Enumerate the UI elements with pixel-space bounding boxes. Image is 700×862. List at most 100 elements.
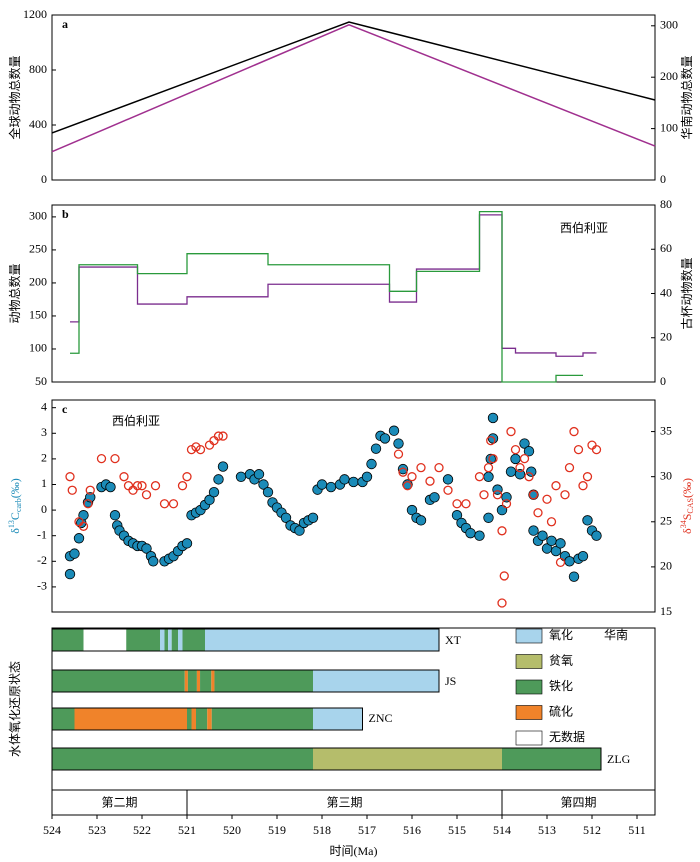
redox-segment [74, 708, 187, 730]
point [148, 556, 159, 567]
redox-segment [502, 748, 601, 770]
step-line [70, 214, 597, 357]
y-axis-title: δ13Ccarb(‰) [7, 478, 23, 533]
point [483, 471, 494, 483]
legend-swatch [515, 679, 543, 695]
stage-label: 第二期 [101, 795, 137, 809]
point [379, 433, 391, 444]
y-tick-label: 400 [29, 117, 47, 131]
y2-tick-label: 35 [660, 423, 672, 437]
point [505, 466, 517, 477]
redox-segment [182, 629, 205, 651]
y-tick-label: 100 [29, 341, 47, 355]
point [137, 481, 147, 491]
y2-tick-label: 25 [660, 514, 672, 528]
y2-axis-title-part: (‰) [680, 478, 694, 498]
line [51, 23, 656, 153]
y-tick-label: 150 [29, 308, 47, 322]
point [402, 481, 413, 491]
point [406, 504, 418, 516]
y-axis-title-part: carb [14, 498, 23, 512]
point [307, 512, 319, 523]
point [526, 466, 537, 477]
point [398, 467, 408, 477]
y-tick-label: 50 [35, 374, 47, 388]
point [501, 499, 512, 509]
point [555, 557, 566, 568]
legend-label: 氧化 [549, 628, 573, 642]
x-tick-label: 511 [628, 823, 646, 837]
redox-segment [52, 708, 75, 730]
point [474, 472, 485, 482]
stage-band [51, 789, 656, 816]
point [451, 510, 463, 521]
y-tick-label: -3 [37, 579, 47, 593]
redox-segment [83, 629, 127, 651]
point [85, 485, 95, 495]
point [497, 526, 507, 536]
x-tick-label: 524 [43, 823, 61, 837]
y-tick-label: 200 [29, 275, 47, 289]
x-tick-label: 520 [223, 823, 241, 837]
point [523, 446, 535, 457]
point [388, 425, 400, 436]
row-label: JS [445, 674, 456, 688]
y2-tick-label: 0 [660, 374, 666, 388]
point [524, 472, 534, 482]
redox-segment [200, 670, 212, 692]
point [528, 490, 539, 500]
legend-label: 贫氧 [549, 652, 573, 667]
panel-frame [51, 14, 656, 181]
y-tick-label: 2 [41, 451, 47, 465]
redox-segment [52, 629, 84, 651]
point [132, 481, 143, 491]
point [474, 530, 485, 541]
y-axis-title: 水体氧化还原状态 [8, 661, 22, 757]
legend-swatch [515, 654, 543, 669]
point [499, 571, 509, 581]
point [582, 472, 593, 482]
line [51, 21, 656, 134]
point [123, 481, 134, 491]
point [96, 453, 107, 464]
point [514, 469, 526, 480]
y-tick-label: 800 [29, 62, 47, 76]
point [186, 444, 197, 455]
y2-axis-title: 华南动物总数量 [679, 55, 694, 139]
legend-label: 铁化 [549, 679, 573, 693]
row-outline [51, 747, 602, 771]
point [515, 463, 525, 473]
legend-swatch [515, 628, 543, 644]
redox-segment [313, 708, 363, 730]
point [393, 449, 404, 459]
point [262, 486, 274, 498]
point [78, 510, 89, 521]
point [582, 515, 593, 526]
stage-label: 第四期 [560, 795, 596, 809]
redox-segment [178, 629, 183, 651]
point [591, 530, 602, 541]
point [325, 481, 337, 493]
point [416, 463, 426, 473]
point [110, 453, 120, 464]
point [537, 530, 548, 541]
legend-label: 无数据 [549, 729, 585, 744]
redox-segment [187, 708, 192, 730]
point [573, 444, 584, 455]
redox-segment [207, 708, 212, 730]
point [397, 463, 409, 475]
y-tick-label: 4 [41, 399, 47, 413]
point [182, 472, 192, 482]
redox-segment [313, 670, 439, 692]
point [407, 472, 417, 482]
x-tick-label: 522 [133, 823, 151, 837]
point [213, 474, 224, 485]
point [65, 472, 75, 482]
redox-segment [211, 670, 215, 692]
point [415, 515, 427, 526]
point [487, 433, 499, 444]
redox-segment [191, 708, 196, 730]
point [425, 476, 435, 486]
point [465, 527, 476, 539]
point [443, 485, 453, 495]
